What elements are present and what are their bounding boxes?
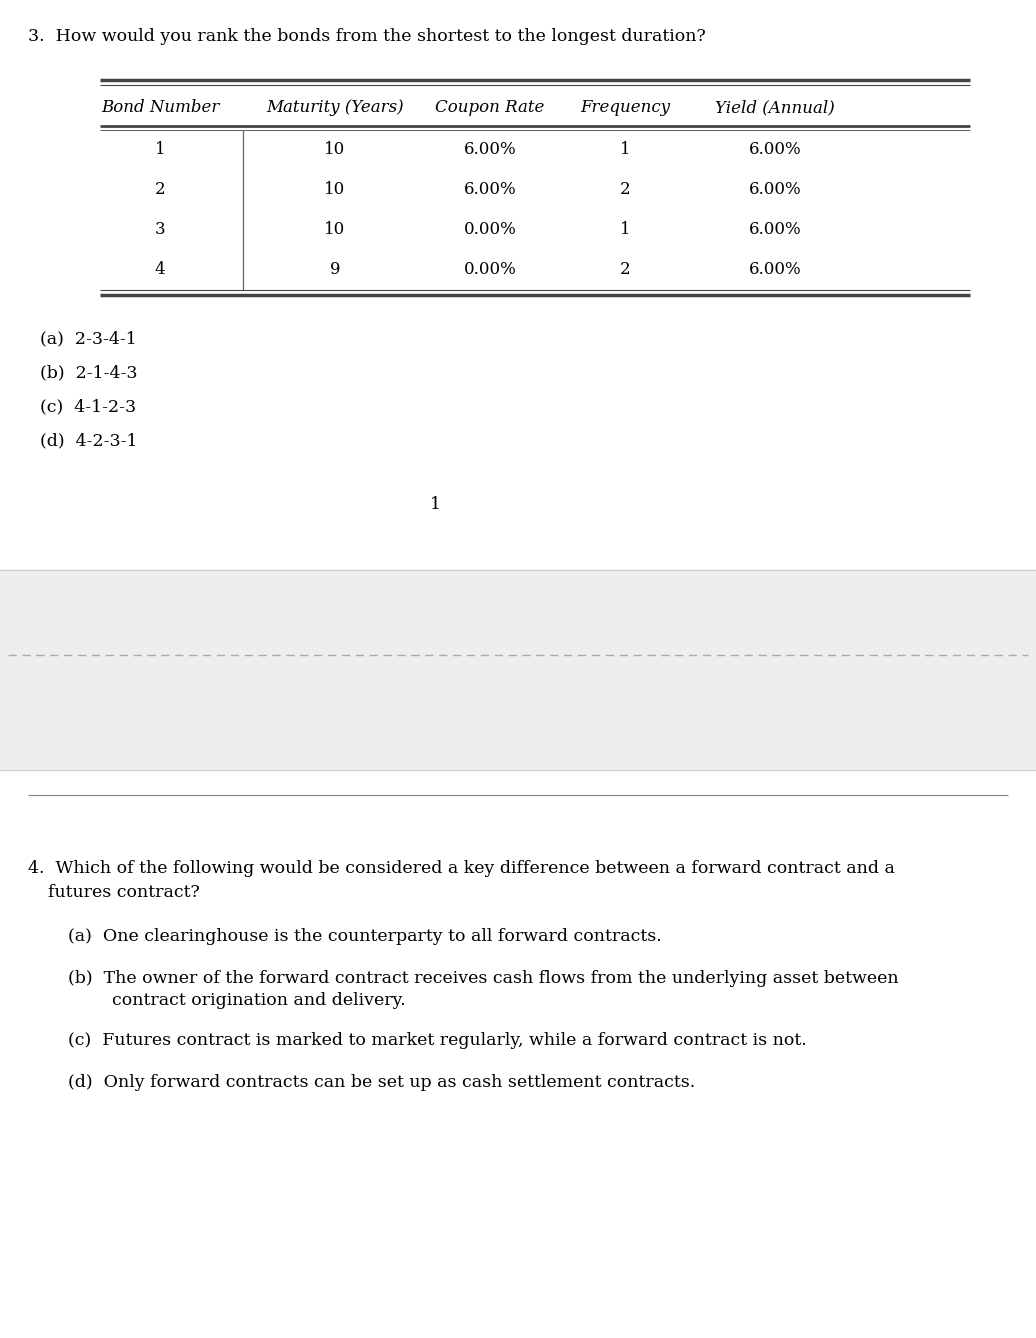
Text: 10: 10 — [324, 182, 346, 198]
Bar — [0, 570, 1036, 769]
Text: 1: 1 — [154, 142, 166, 158]
Text: 0.00%: 0.00% — [464, 222, 516, 238]
Text: 2: 2 — [620, 182, 630, 198]
Text: 6.00%: 6.00% — [749, 182, 801, 198]
Text: (d)  4-2-3-1: (d) 4-2-3-1 — [40, 432, 138, 450]
Bar — [0, 0, 1036, 570]
Text: (c)  Futures contract is marked to market regularly, while a forward contract is: (c) Futures contract is marked to market… — [68, 1032, 807, 1049]
Text: 0.00%: 0.00% — [464, 261, 516, 278]
Text: 2: 2 — [154, 182, 166, 198]
Text: 10: 10 — [324, 142, 346, 158]
Text: 4.  Which of the following would be considered a key difference between a forwar: 4. Which of the following would be consi… — [28, 860, 895, 876]
Text: Frequency: Frequency — [580, 99, 670, 116]
Text: 6.00%: 6.00% — [749, 142, 801, 158]
Text: Bond Number: Bond Number — [100, 99, 220, 116]
Text: 3.  How would you rank the bonds from the shortest to the longest duration?: 3. How would you rank the bonds from the… — [28, 28, 706, 45]
Text: (c)  4-1-2-3: (c) 4-1-2-3 — [40, 397, 136, 415]
Text: 3: 3 — [154, 222, 166, 238]
Text: contract origination and delivery.: contract origination and delivery. — [68, 991, 406, 1009]
Text: 6.00%: 6.00% — [464, 182, 516, 198]
Text: 4: 4 — [154, 261, 166, 278]
Text: (d)  Only forward contracts can be set up as cash settlement contracts.: (d) Only forward contracts can be set up… — [68, 1074, 695, 1090]
Text: 6.00%: 6.00% — [749, 222, 801, 238]
Text: 6.00%: 6.00% — [749, 261, 801, 278]
Text: (b)  The owner of the forward contract receives cash flows from the underlying a: (b) The owner of the forward contract re… — [68, 970, 898, 987]
Text: 9: 9 — [329, 261, 340, 278]
Text: 1: 1 — [620, 142, 630, 158]
Text: 2: 2 — [620, 261, 630, 278]
Text: (b)  2-1-4-3: (b) 2-1-4-3 — [40, 364, 138, 381]
Text: 1: 1 — [620, 222, 630, 238]
Text: (a)  One clearinghouse is the counterparty to all forward contracts.: (a) One clearinghouse is the counterpart… — [68, 929, 662, 945]
Text: Yield (Annual): Yield (Annual) — [715, 99, 835, 116]
Text: Coupon Rate: Coupon Rate — [435, 99, 545, 116]
Text: 10: 10 — [324, 222, 346, 238]
Text: Maturity (Years): Maturity (Years) — [266, 99, 404, 116]
Text: 1: 1 — [430, 496, 440, 512]
Text: 6.00%: 6.00% — [464, 142, 516, 158]
Text: (a)  2-3-4-1: (a) 2-3-4-1 — [40, 330, 137, 347]
Text: futures contract?: futures contract? — [48, 884, 200, 900]
Bar — [0, 769, 1036, 1338]
